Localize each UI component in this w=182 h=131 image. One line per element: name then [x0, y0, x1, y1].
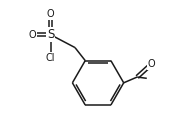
Text: O: O	[47, 9, 54, 19]
Text: Cl: Cl	[46, 53, 55, 63]
Text: O: O	[147, 59, 155, 69]
Text: S: S	[47, 28, 54, 41]
Text: O: O	[28, 30, 36, 40]
